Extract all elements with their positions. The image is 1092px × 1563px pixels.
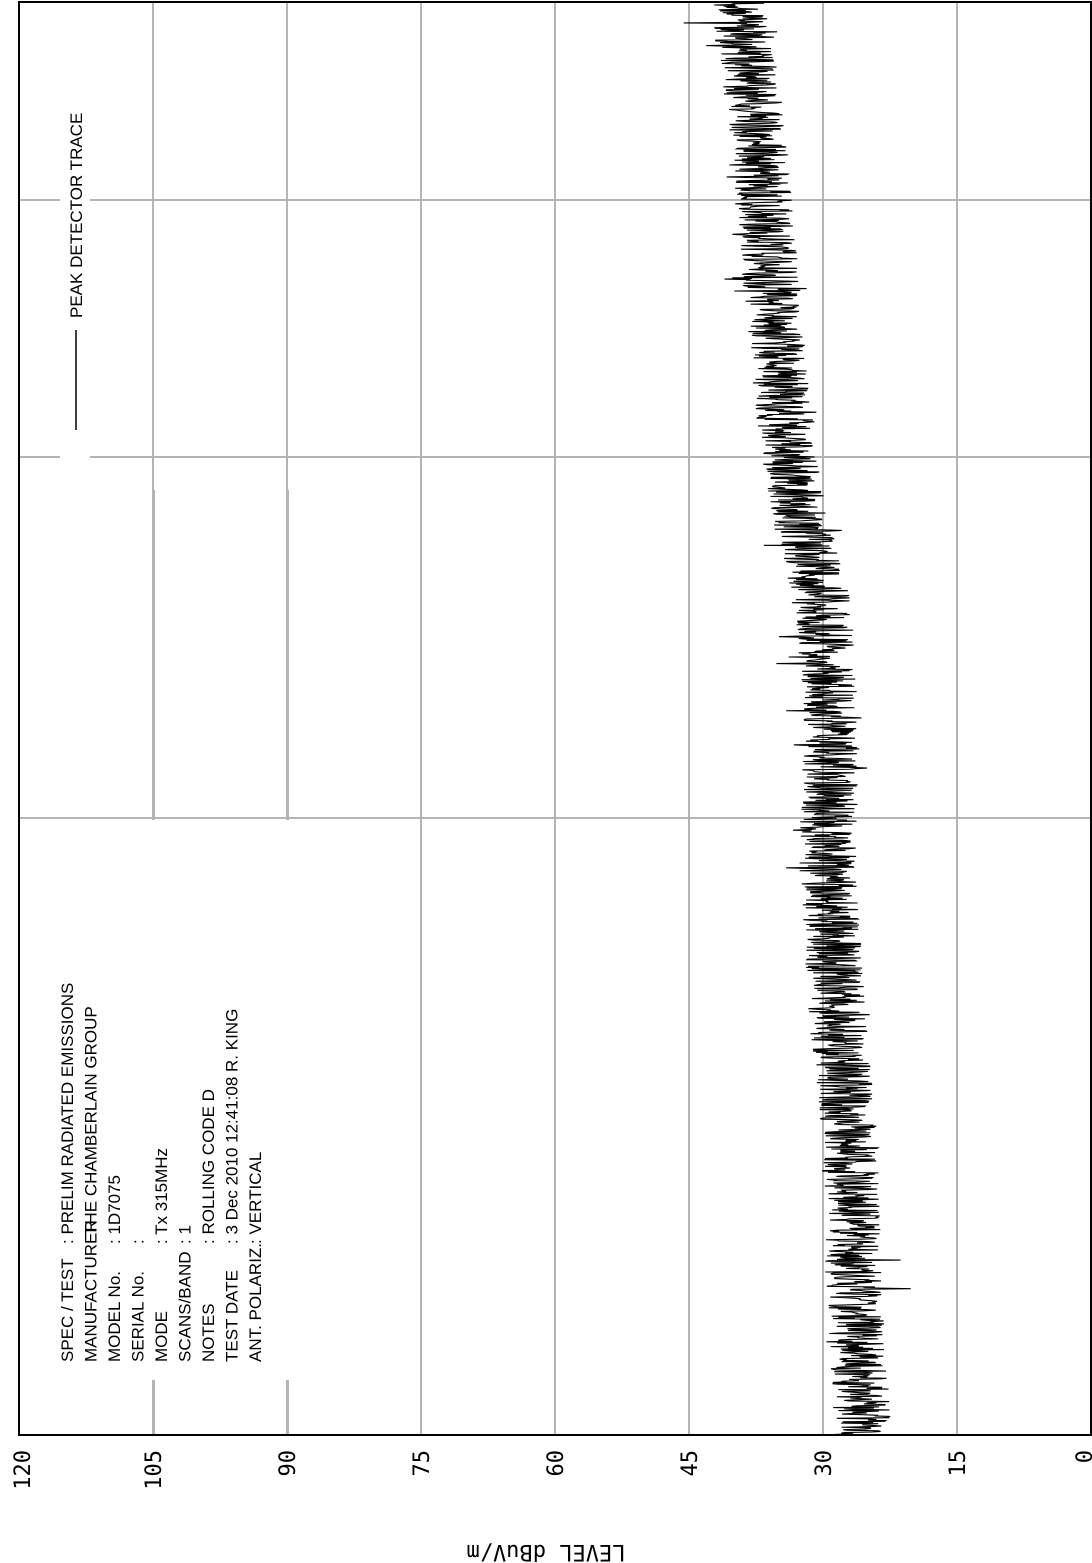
info-value: : ROLLING CODE D [199, 1089, 218, 1244]
y-tick-label: 15 [946, 1450, 971, 1477]
y-tick-label: 60 [544, 1450, 569, 1477]
info-values: : PRELIM RADIATED EMISSIONS : THE CHAMBER… [58, 983, 265, 1244]
info-block-background [55, 820, 340, 1380]
y-tick-label: 75 [410, 1450, 435, 1477]
info-label: SCANS/BAND [176, 1251, 195, 1362]
info-value: : Tx 315MHz [152, 1148, 171, 1244]
legend: PEAK DETECTOR TRACE [67, 113, 86, 430]
info-value: : THE CHAMBERLAIN GROUP [82, 1006, 101, 1244]
info-label: SPEC / TEST [58, 1258, 77, 1362]
info-label: ANT. POLARIZ. [246, 1243, 265, 1362]
info-value: : VERTICAL [246, 1152, 265, 1244]
info-label: NOTES [199, 1303, 218, 1362]
info-label: MODE [152, 1311, 171, 1362]
trace-path [683, 1, 911, 1436]
y-tick-label: 45 [678, 1450, 703, 1477]
legend-label: PEAK DETECTOR TRACE [67, 113, 86, 318]
info-label: SERIAL No. [129, 1271, 148, 1362]
y-tick-label: 30 [812, 1450, 837, 1477]
info-value: : PRELIM RADIATED EMISSIONS [58, 983, 77, 1244]
legend-background [60, 90, 90, 490]
y-axis-ticks: 120 105 90 75 60 45 30 15 0 [11, 1450, 1092, 1490]
y-tick-label: 90 [276, 1450, 301, 1477]
grid-lines [19, 2, 1091, 1435]
y-axis-label: LEVEL dBuV/m [467, 1539, 626, 1563]
info-value: : 1D7075 [105, 1175, 124, 1244]
info-label: MODEL No. [105, 1271, 124, 1362]
y-tick-label: 0 [1073, 1450, 1092, 1463]
info-labels: SPEC / TEST MANUFACTURER MODEL No. SERIAL N… [58, 1220, 265, 1362]
peak-detector-trace [683, 1, 911, 1436]
plot-frame [18, 1, 1092, 1436]
info-label: MANUFACTURER [82, 1220, 101, 1362]
info-block: SPEC / TEST MANUFACTURER MODEL No. SERIAL N… [58, 983, 265, 1362]
y-tick-label: 105 [142, 1450, 167, 1490]
info-value: : 3 Dec 2010 12:41:08 R. KING [223, 1009, 242, 1244]
y-tick-label: 120 [11, 1450, 36, 1490]
info-value: : [129, 1239, 148, 1244]
info-label: TEST DATE [223, 1270, 242, 1362]
info-value: : 1 [176, 1225, 195, 1244]
